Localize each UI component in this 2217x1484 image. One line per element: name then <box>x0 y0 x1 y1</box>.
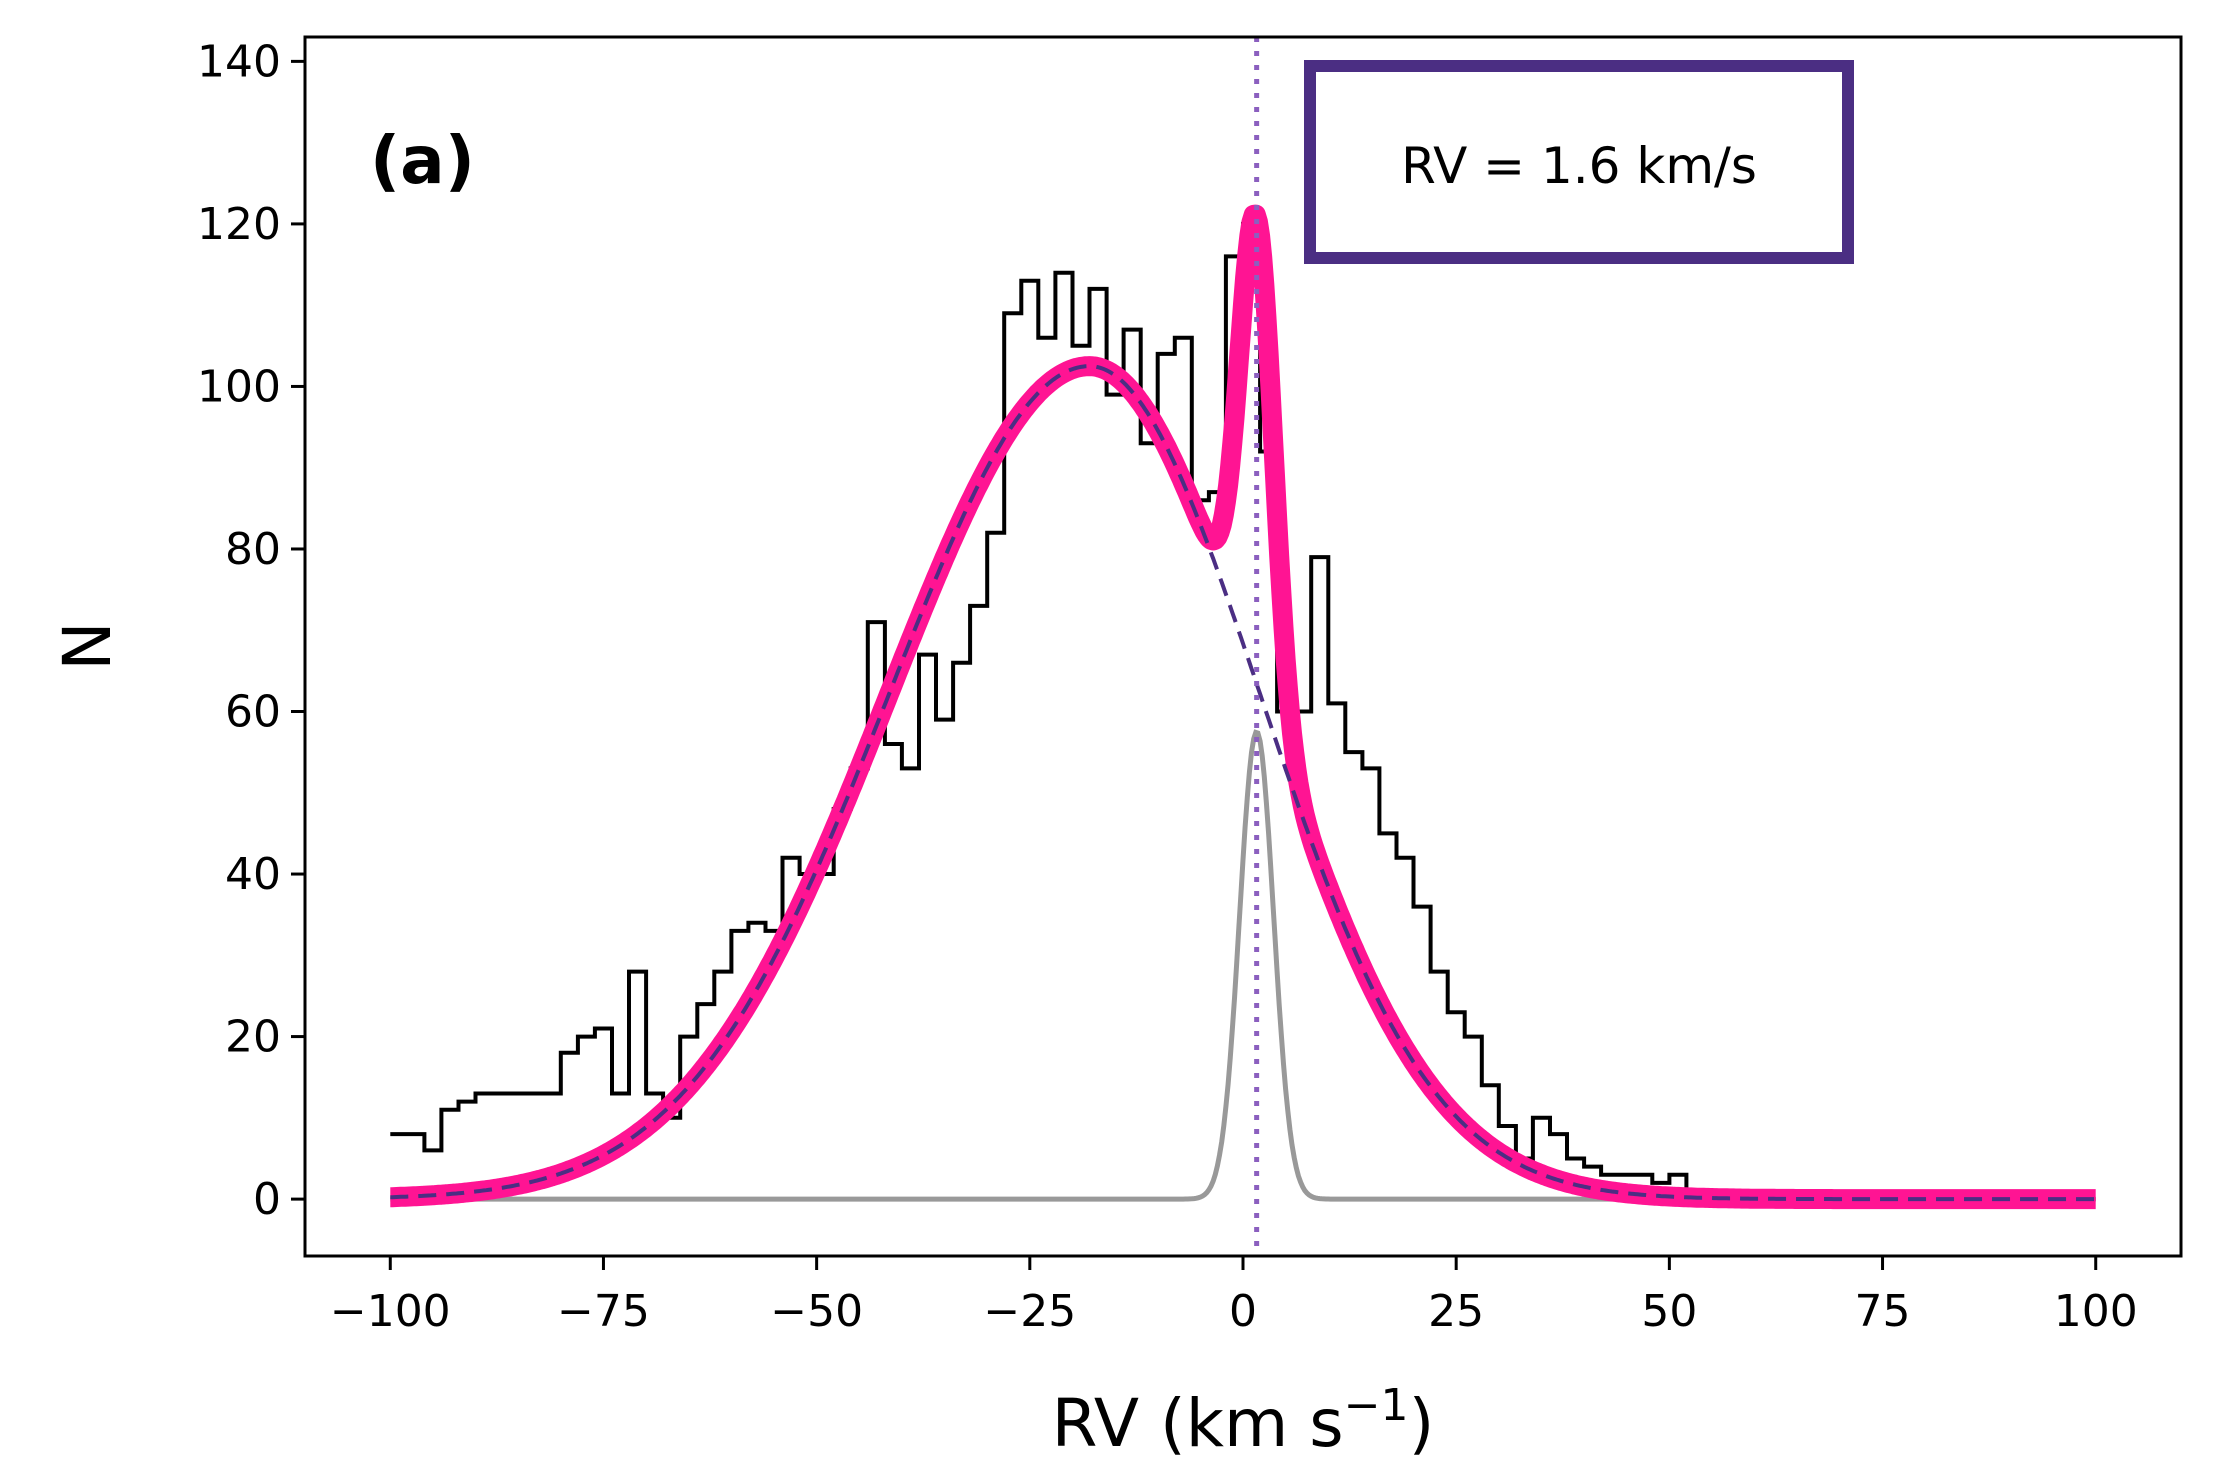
y-tick-label: 60 <box>225 687 281 738</box>
rv-annotation-box: RV = 1.6 km/s <box>1304 60 1854 264</box>
x-tick-label: −50 <box>770 1286 863 1337</box>
y-tick-label: 80 <box>225 524 281 575</box>
y-tick-label: 20 <box>225 1012 281 1063</box>
y-tick-label: 120 <box>197 199 281 250</box>
x-tick-label: 100 <box>2054 1286 2138 1337</box>
annotation-frame <box>1304 60 1854 264</box>
y-axis-label: N <box>49 621 126 670</box>
y-axis-ticks: 0 20 40 60 80 100 120 140 <box>197 36 305 1225</box>
broad-component-curve <box>390 364 2096 1202</box>
x-axis-label: RV (km s−1) <box>1052 1380 1435 1462</box>
x-tick-label: 75 <box>1855 1286 1911 1337</box>
panel-label: (a) <box>370 122 475 199</box>
x-tick-label: 50 <box>1641 1286 1697 1337</box>
x-axis-ticks: −100 −75 −50 −25 0 25 50 75 100 <box>330 1256 2138 1337</box>
x-axis-label-main: RV (km s <box>1052 1385 1344 1462</box>
x-tick-label: 0 <box>1229 1286 1257 1337</box>
x-axis-label-exponent: −1 <box>1344 1380 1409 1431</box>
y-tick-label: 100 <box>197 361 281 412</box>
x-tick-label: 25 <box>1428 1286 1484 1337</box>
y-tick-label: 0 <box>253 1174 281 1225</box>
y-tick-label: 140 <box>197 36 281 87</box>
y-tick-label: 40 <box>225 849 281 900</box>
x-tick-label: −100 <box>330 1286 451 1337</box>
x-tick-label: −75 <box>557 1286 650 1337</box>
x-axis-label-close: ) <box>1409 1385 1435 1462</box>
annotation-text: RV = 1.6 km/s <box>1401 137 1757 195</box>
plot-area <box>382 37 2104 1256</box>
x-tick-label: −25 <box>983 1286 1076 1337</box>
plot-content <box>382 37 2104 1256</box>
axes-frame <box>303 35 2183 1258</box>
